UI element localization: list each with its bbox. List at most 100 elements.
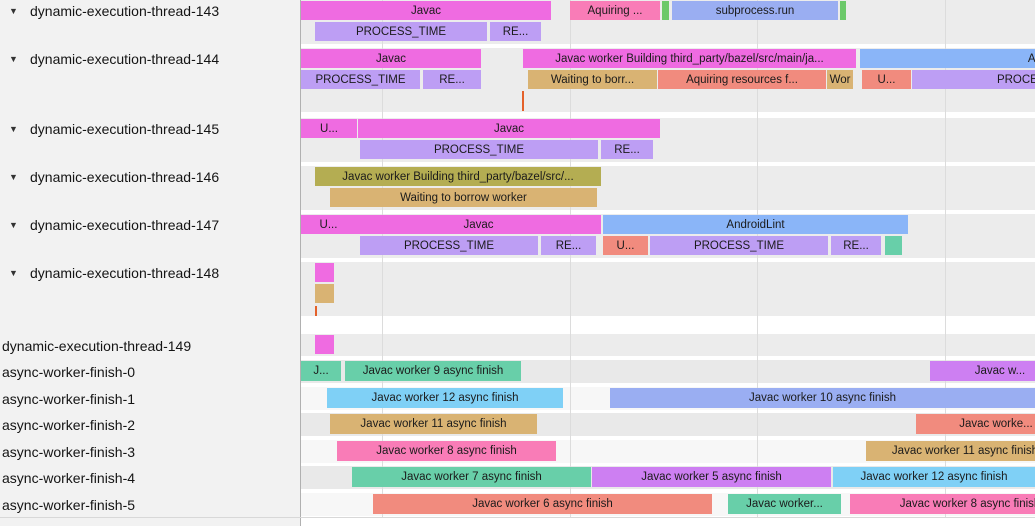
trace-slice[interactable]: Javac worke...	[916, 414, 1035, 434]
slice-label: RE...	[614, 144, 640, 156]
track-async-worker-finish-0: J... Javac worker 9 async finish Javac w..…	[301, 360, 1035, 383]
trace-slice[interactable]	[315, 335, 334, 354]
track-name-dynamic-execution-thread-148[interactable]: ▼ dynamic-execution-thread-148	[0, 263, 328, 284]
trace-slice[interactable]: RE...	[490, 22, 541, 41]
collapse-triangle-icon[interactable]: ▼	[9, 1, 18, 22]
trace-slice[interactable]: Javac	[358, 119, 660, 138]
track-name-panel: ▼ dynamic-execution-thread-143 ▼ dynamic-ex…	[0, 0, 301, 526]
slice-label: U...	[617, 240, 635, 252]
collapse-triangle-icon[interactable]: ▼	[9, 119, 18, 140]
slice-label: Javac worker 12 async finish	[860, 471, 1007, 483]
slice-label: Javac worker 7 async finish	[401, 471, 542, 483]
track-async-worker-finish-3: Javac worker 8 async finish Javac worker …	[301, 440, 1035, 463]
collapse-triangle-icon[interactable]: ▼	[9, 215, 18, 236]
slice-label: Javac worker 8 async finish	[376, 445, 517, 457]
trace-slice[interactable]: Javac worker 5 async finish	[592, 467, 831, 487]
track-name-text: async-worker-finish-4	[2, 470, 135, 486]
track-name-dynamic-execution-thread-149[interactable]: dynamic-execution-thread-149	[0, 335, 300, 357]
track-name-dynamic-execution-thread-144[interactable]: ▼dynamic-execution-thread-144	[0, 49, 328, 70]
trace-slice[interactable]: RE...	[831, 236, 881, 255]
trace-slice[interactable]: PROCESS_TIME	[301, 70, 420, 89]
slice-label: AndroidLint	[1028, 53, 1035, 65]
slice-label: Wor	[830, 74, 851, 86]
trace-slice[interactable]: PROCESS_TIME	[360, 140, 598, 159]
trace-slice[interactable]	[840, 1, 846, 20]
track-name-dynamic-execution-thread-145[interactable]: ▼ dynamic-execution-thread-145	[0, 119, 328, 140]
track-name-async-worker-finish-4[interactable]: async-worker-finish-4	[0, 467, 300, 490]
slice-label: PROCESS_TIME	[404, 240, 494, 252]
trace-slice[interactable]	[315, 284, 334, 303]
trace-slice[interactable]: Javac worker Building third_party/bazel/…	[315, 167, 601, 186]
slice-label: Javac w...	[975, 365, 1026, 377]
slice-label: Javac	[463, 219, 493, 231]
trace-slice[interactable]: Javac	[356, 215, 601, 234]
trace-slice[interactable]: RE...	[423, 70, 481, 89]
trace-slice[interactable]: U...	[862, 70, 911, 89]
collapse-triangle-icon[interactable]: ▼	[9, 263, 18, 284]
trace-slice[interactable]: Javac	[301, 1, 551, 20]
track-name-async-worker-finish-5[interactable]: async-worker-finish-5	[0, 494, 300, 517]
trace-slice[interactable]: Javac worker 10 async finish	[610, 388, 1035, 408]
trace-slice[interactable]: Javac worker 9 async finish	[345, 361, 521, 381]
instant-event-marker[interactable]	[522, 91, 524, 111]
trace-slice[interactable]: Javac worker 11 async finish	[866, 441, 1035, 461]
slice-label: Aquiring resources f...	[686, 74, 798, 86]
trace-slice[interactable]: Javac worker...	[728, 494, 841, 514]
collapse-triangle-icon[interactable]: ▼	[9, 167, 18, 188]
track-name-async-worker-finish-0[interactable]: async-worker-finish-0	[0, 361, 300, 384]
trace-slice[interactable]: Aquiring resources f...	[658, 70, 826, 89]
trace-slice[interactable]	[662, 1, 669, 20]
trace-slice[interactable]: Waiting to borrow worker	[330, 188, 597, 207]
trace-slice[interactable]: PROCESS_TIME	[912, 70, 1035, 89]
track-dynamic-execution-thread-143: Javac Aquiring ... subprocess.run PROCESS_T…	[301, 0, 1035, 44]
trace-slice[interactable]: AndroidLint	[603, 215, 908, 234]
trace-slice[interactable]: Javac worker 12 async finish	[833, 467, 1035, 487]
track-name-text: dynamic-execution-thread-143	[30, 3, 219, 19]
track-name-dynamic-execution-thread-147[interactable]: ▼dynamic-execution-thread-147	[0, 215, 328, 236]
trace-slice[interactable]: PROCESS_TIME	[315, 22, 487, 41]
track-name-dynamic-execution-thread-146[interactable]: ▼dynamic-execution-thread-146	[0, 167, 328, 188]
trace-slice[interactable]: PROCESS_TIME	[360, 236, 538, 255]
track-name-text: dynamic-execution-thread-149	[2, 338, 191, 354]
track-name-text: dynamic-execution-thread-148	[30, 265, 219, 281]
track-name-text: dynamic-execution-thread-145	[30, 121, 219, 137]
collapse-triangle-icon[interactable]: ▼	[9, 49, 18, 70]
trace-slice[interactable]: RE...	[601, 140, 653, 159]
trace-slice[interactable]: AndroidLint	[860, 49, 1035, 68]
slice-label: Javac worker 11 async finish	[360, 418, 506, 430]
slice-label: RE...	[556, 240, 582, 252]
trace-slice[interactable]: Javac worker 8 async finish	[850, 494, 1035, 514]
trace-slice[interactable]: Javac	[301, 49, 481, 68]
trace-slice[interactable]: PROCESS_TIME	[650, 236, 828, 255]
slice-label: PROCESS_TIME	[694, 240, 784, 252]
timeline-canvas[interactable]: Javac Aquiring ... subprocess.run PROCESS_T…	[301, 0, 1035, 526]
trace-slice[interactable]: Javac worker 12 async finish	[327, 388, 563, 408]
track-name-async-worker-finish-3[interactable]: async-worker-finish-3	[0, 441, 300, 464]
slice-label: Javac worker 5 async finish	[641, 471, 782, 483]
trace-slice[interactable]: RE...	[541, 236, 596, 255]
trace-slice[interactable]: U...	[603, 236, 648, 255]
trace-slice[interactable]: Javac w...	[930, 361, 1035, 381]
trace-slice[interactable]: subprocess.run	[672, 1, 838, 20]
track-name-async-worker-finish-1[interactable]: async-worker-finish-1	[0, 388, 300, 411]
trace-slice[interactable]: Wor	[827, 70, 853, 89]
instant-event-marker[interactable]	[315, 306, 317, 316]
trace-slice[interactable]: Javac worker 11 async finish	[330, 414, 537, 434]
track-name-async-worker-finish-2[interactable]: async-worker-finish-2	[0, 414, 300, 437]
trace-slice[interactable]: Javac worker 6 async finish	[373, 494, 712, 514]
track-async-worker-finish-4: Javac worker 7 async finish Javac worker …	[301, 466, 1035, 489]
track-name-text: async-worker-finish-0	[2, 364, 135, 380]
trace-slice[interactable]: Javac worker 7 async finish	[352, 467, 591, 487]
track-dynamic-execution-thread-144: Javac Javac worker Building third_party/b…	[301, 48, 1035, 112]
track-name-dynamic-execution-thread-143[interactable]: ▼ dynamic-execution-thread-143	[0, 1, 328, 22]
trace-slice[interactable]	[885, 236, 902, 255]
trace-slice[interactable]: J...	[301, 361, 341, 381]
slice-label: Javac worker 9 async finish	[363, 365, 504, 377]
trace-slice[interactable]: Javac worker Building third_party/bazel/…	[523, 49, 856, 68]
trace-slice[interactable]: Javac worker 8 async finish	[337, 441, 556, 461]
trace-slice[interactable]: Waiting to borr...	[528, 70, 657, 89]
slice-label: PROCESS_TIME	[356, 26, 446, 38]
trace-slice[interactable]: Aquiring ...	[570, 1, 660, 20]
slice-label: Javac worker 10 async finish	[749, 392, 896, 404]
bottom-divider	[0, 517, 1035, 518]
